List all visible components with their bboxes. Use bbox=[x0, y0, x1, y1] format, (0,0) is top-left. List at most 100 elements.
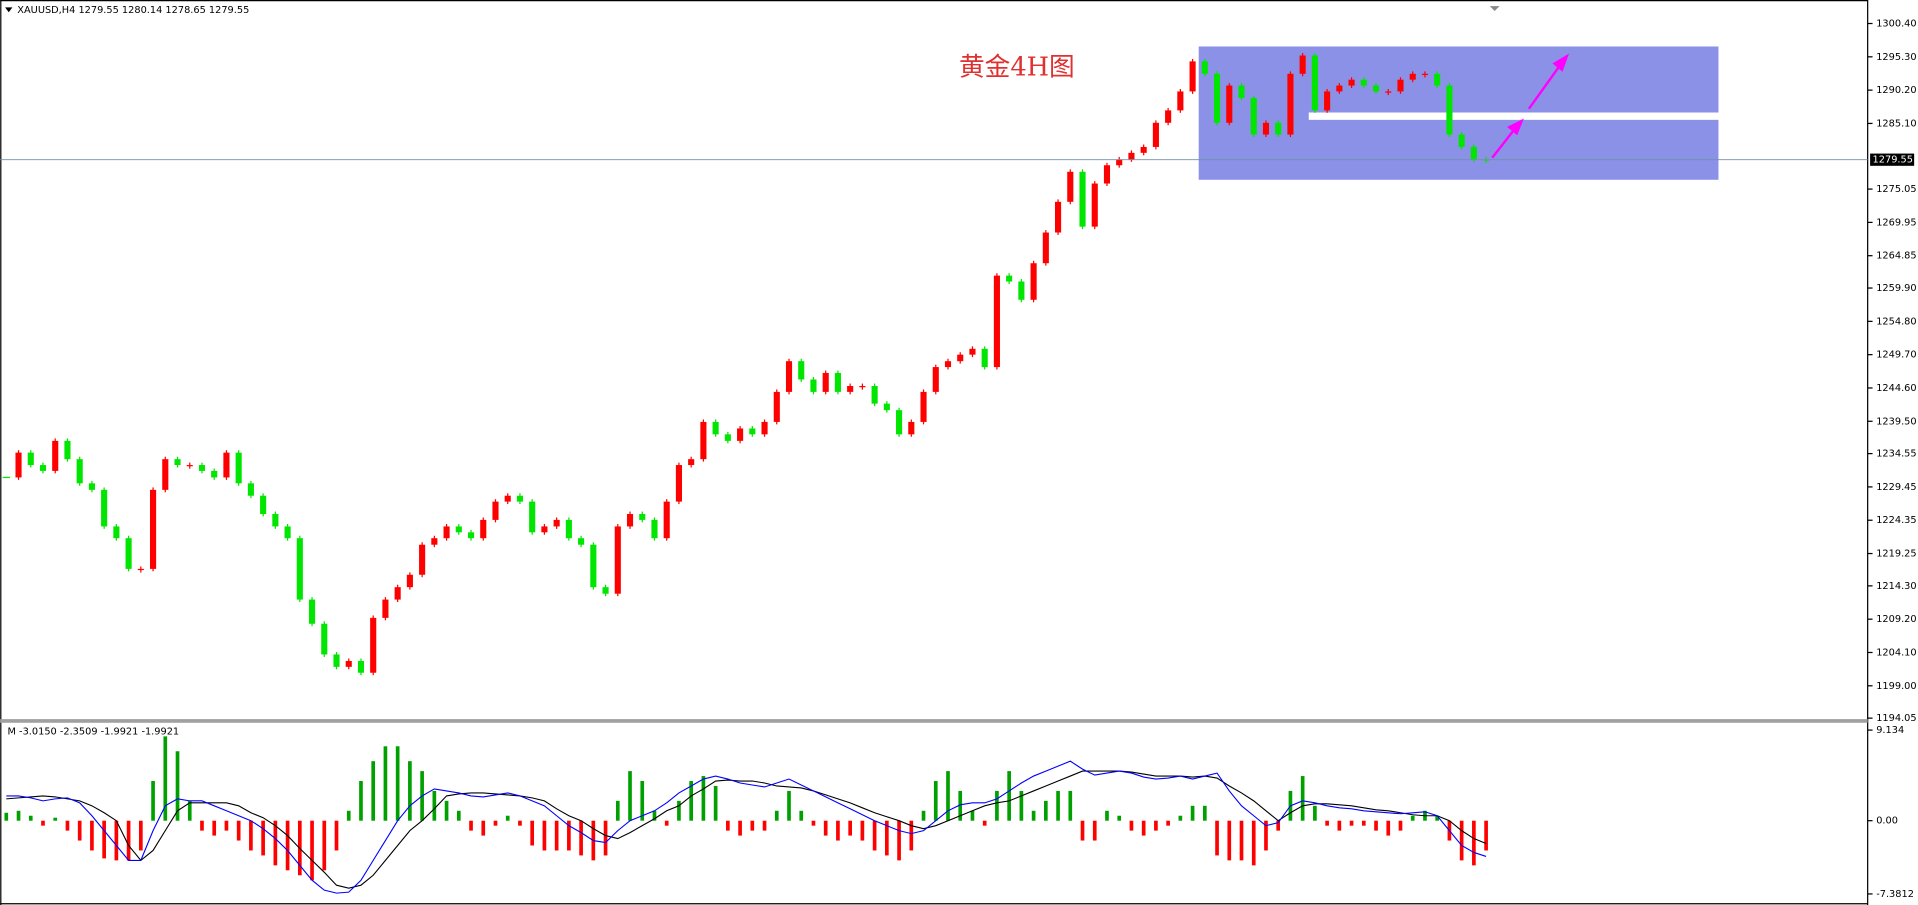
candle bbox=[1336, 85, 1343, 92]
histogram-bar bbox=[1239, 820, 1244, 861]
histogram-bar bbox=[1129, 820, 1134, 831]
menu-icon bbox=[5, 7, 13, 13]
y-tick-label: 0.00 bbox=[1876, 816, 1898, 827]
histogram-bar bbox=[885, 820, 889, 856]
histogram-bar bbox=[1117, 815, 1122, 821]
y-tick-label: 1249.70 bbox=[1876, 350, 1916, 361]
y-tick-label: 1209.20 bbox=[1876, 614, 1916, 625]
histogram-bar bbox=[603, 820, 608, 856]
candle bbox=[1360, 79, 1367, 86]
histogram-bar bbox=[726, 820, 730, 831]
candle bbox=[724, 434, 731, 441]
candle bbox=[272, 514, 279, 527]
histogram-bar bbox=[933, 781, 938, 821]
candle bbox=[1103, 165, 1111, 184]
histogram-bar bbox=[787, 790, 791, 821]
candle bbox=[1018, 281, 1025, 300]
candle bbox=[565, 519, 572, 539]
candle bbox=[137, 568, 144, 571]
candle bbox=[1238, 85, 1245, 98]
candle bbox=[663, 501, 670, 539]
y-tick-label: 1194.05 bbox=[1876, 713, 1916, 724]
candle bbox=[1055, 201, 1062, 233]
y-tick-label: -7.3812 bbox=[1876, 889, 1914, 900]
candle bbox=[639, 514, 646, 520]
candle bbox=[1421, 73, 1429, 76]
histogram-bar bbox=[1435, 815, 1440, 821]
histogram-bar bbox=[872, 820, 877, 851]
histogram-bar bbox=[138, 820, 143, 851]
candle bbox=[614, 526, 621, 594]
histogram-bar bbox=[652, 810, 657, 821]
candle bbox=[1189, 61, 1196, 92]
y-tick-label: 9.134 bbox=[1876, 725, 1904, 736]
candle bbox=[712, 421, 719, 435]
candle bbox=[810, 379, 817, 392]
histogram-bar bbox=[1484, 820, 1488, 851]
histogram-bar bbox=[1019, 790, 1024, 821]
histogram-bar bbox=[1410, 815, 1415, 821]
histogram-bar bbox=[530, 820, 535, 846]
candle bbox=[1116, 159, 1123, 166]
histogram-bar bbox=[1472, 820, 1476, 866]
zone-gap bbox=[1308, 112, 1719, 120]
histogram-bar bbox=[518, 820, 522, 826]
candle bbox=[908, 421, 915, 435]
candle bbox=[1079, 171, 1086, 227]
histogram-bar bbox=[77, 820, 82, 841]
candle bbox=[125, 538, 132, 569]
histogram-bar bbox=[1031, 810, 1036, 821]
histogram-bar bbox=[1007, 771, 1011, 821]
candle bbox=[394, 587, 401, 600]
y-tick-label: 1254.80 bbox=[1876, 316, 1916, 327]
y-tick-label: 1300.40 bbox=[1876, 19, 1916, 30]
histogram-bar bbox=[1300, 776, 1305, 821]
histogram-bar bbox=[359, 781, 363, 821]
y-tick-label: 1214.30 bbox=[1876, 581, 1916, 592]
histogram-bar bbox=[664, 820, 669, 826]
y-tick-label: 1229.45 bbox=[1876, 482, 1916, 493]
candle bbox=[345, 660, 352, 667]
histogram-bar bbox=[310, 820, 314, 881]
candle bbox=[1287, 73, 1294, 135]
histogram-bar bbox=[236, 820, 241, 841]
histogram-bar bbox=[41, 820, 45, 826]
histogram-bar bbox=[126, 820, 131, 861]
candle bbox=[1372, 85, 1380, 92]
candle bbox=[541, 526, 548, 533]
candle bbox=[675, 465, 682, 502]
candle bbox=[467, 532, 475, 539]
histogram-bar bbox=[1276, 820, 1281, 831]
histogram-bar bbox=[1215, 820, 1219, 856]
histogram-bar bbox=[493, 820, 498, 826]
histogram-bar bbox=[346, 810, 351, 821]
candle bbox=[847, 386, 854, 392]
histogram-bar bbox=[1374, 820, 1378, 831]
candle bbox=[370, 617, 377, 673]
candle bbox=[590, 544, 597, 588]
histogram-bar bbox=[4, 812, 9, 821]
candle bbox=[64, 440, 71, 460]
histogram-bar bbox=[285, 820, 290, 871]
histogram-bar bbox=[689, 781, 694, 821]
histogram-bar bbox=[1325, 820, 1329, 826]
histogram-bar bbox=[958, 790, 963, 821]
histogram-bar bbox=[200, 820, 204, 831]
candle bbox=[896, 410, 903, 435]
candle bbox=[1311, 55, 1318, 111]
candle bbox=[1091, 183, 1098, 227]
candle bbox=[516, 495, 524, 502]
histogram-bar bbox=[114, 820, 119, 861]
candle bbox=[578, 538, 585, 545]
candle bbox=[419, 544, 426, 575]
indicator-line bbox=[6, 770, 1487, 889]
histogram-bar bbox=[249, 820, 253, 851]
histogram-bar bbox=[1398, 820, 1403, 831]
candle bbox=[1470, 146, 1477, 160]
histogram-bar bbox=[1043, 800, 1048, 821]
candle bbox=[957, 354, 964, 362]
candle bbox=[431, 538, 438, 545]
histogram-bar bbox=[224, 820, 229, 831]
candle bbox=[162, 459, 169, 490]
arrow bbox=[1491, 128, 1516, 159]
